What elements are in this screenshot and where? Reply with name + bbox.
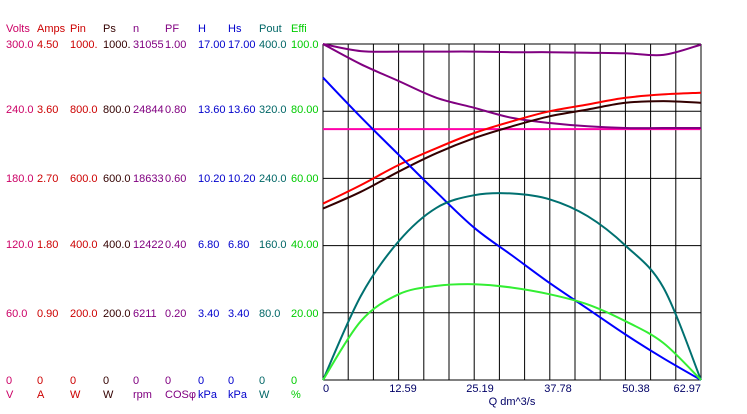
axis-title: H [198,23,206,35]
series-line-pf [322,43,701,130]
axis-tick-label: 0.90 [37,308,58,320]
axis-tick-label: 800.0 [103,104,131,116]
axis-tick-label: 400.0 [70,239,98,251]
axis-tick-label: 600.0 [70,173,98,185]
axis-tick-label: 31055 [133,39,164,51]
axis-tick-label: 120.0 [6,239,34,251]
axis-tick-label: 320.0 [259,104,287,116]
series-line-pin [322,91,702,205]
axis-tick-label: 180.0 [6,173,34,185]
axis-tick-label: 0.20 [165,308,186,320]
series-line-h [322,76,702,381]
curves [322,43,702,381]
axis-unit-label: W [259,389,270,401]
axis-tick-label: 80.00 [291,104,319,116]
axis-unit-label: A [37,389,45,401]
axis-tick-label: 2.70 [37,173,58,185]
axis-tick-label: 3.60 [37,104,58,116]
axis-tick-label: 0 [228,375,234,387]
axis-tick-label: 0 [165,375,171,387]
axis-tick-label: 200.0 [70,308,98,320]
axis-tick-label: 400.0 [103,239,131,251]
series-line-pout [322,192,702,381]
axis-tick-label: 12422 [133,239,164,251]
axis-tick-label: 0.40 [165,239,186,251]
axis-tick-label: 10.20 [228,173,256,185]
axis-tick-label: 0.60 [165,173,186,185]
x-tick-label: 0 [323,383,329,395]
x-tick-label: 62.97 [673,383,701,395]
axis-tick-label: 0 [37,375,43,387]
series-line-ps [322,100,702,210]
axis-unit-label: kPa [198,389,218,401]
axis-tick-label: 0 [259,375,265,387]
axis-tick-label: 3.40 [198,308,219,320]
axis-tick-label: 4.50 [37,39,58,51]
axis-tick-label: 240.0 [6,104,34,116]
x-tick-label: 25.19 [466,383,494,395]
axis-title: n [133,23,139,35]
axis-tick-label: 1000. [103,39,131,51]
axis-tick-label: 6.80 [228,239,249,251]
axis-title: Ps [103,23,116,35]
axis-tick-label: 40.00 [291,239,319,251]
axis-tick-label: 160.0 [259,239,287,251]
axis-tick-label: 17.00 [228,39,256,51]
axis-tick-label: 60.0 [6,308,27,320]
axis-tick-label: 80.0 [259,308,280,320]
axis-tick-label: 3.40 [228,308,249,320]
axis-tick-label: 400.0 [259,39,287,51]
axis-unit-label: W [103,389,114,401]
axis-unit-label: kPa [228,389,248,401]
axis-tick-label: 60.00 [291,173,319,185]
axis-tick-label: 1.80 [37,239,58,251]
axis-tick-label: 18633 [133,173,164,185]
plot-grid [322,43,702,381]
axis-tick-label: 17.00 [198,39,226,51]
x-axis: 0 12.59 25.19 37.78 50.38 62.97 Q dm^3/s [323,383,701,408]
axis-tick-label: 200.0 [103,308,131,320]
axis-tick-label: 0 [133,375,139,387]
axis-tick-label: 600.0 [103,173,131,185]
axis-unit-label: % [291,389,301,401]
axis-tick-label: 20.00 [291,308,319,320]
x-tick-label: 37.78 [544,383,572,395]
series-line-n [322,43,702,57]
axis-tick-label: 24844 [133,104,164,116]
series-line-effi [322,283,702,381]
axis-title: Pout [259,23,282,35]
axis-tick-label: 0 [103,375,109,387]
axis-tick-label: 240.0 [259,173,287,185]
axis-unit-label: COSφ [165,389,196,401]
axis-title: Amps [37,23,66,35]
axis-tick-label: 10.20 [198,173,226,185]
axis-tick-label: 0 [291,375,297,387]
axis-tick-label: 0 [6,375,12,387]
axis-tick-label: 300.0 [6,39,34,51]
x-tick-label: 12.59 [389,383,417,395]
axis-tick-label: 800.0 [70,104,98,116]
axis-title: Volts [6,23,30,35]
x-axis-label: Q dm^3/s [489,396,536,408]
y-axis-columns: Volts300.0240.0180.0120.060.00VAmps4.503… [6,23,319,401]
axis-tick-label: 1.00 [165,39,186,51]
axis-unit-label: rpm [133,389,152,401]
axis-title: Pin [70,23,86,35]
axis-unit-label: W [70,389,81,401]
axis-tick-label: 13.60 [228,104,256,116]
axis-tick-label: 100.0 [291,39,319,51]
axis-tick-label: 13.60 [198,104,226,116]
axis-title: Hs [228,23,242,35]
axis-title: PF [165,23,179,35]
axis-unit-label: V [6,389,14,401]
axis-title: Effi [291,23,307,35]
axis-tick-label: 6.80 [198,239,219,251]
axis-tick-label: 1000. [70,39,98,51]
axis-tick-label: 0 [198,375,204,387]
x-tick-label: 50.38 [622,383,650,395]
axis-tick-label: 0 [70,375,76,387]
axis-tick-label: 0.80 [165,104,186,116]
axis-tick-label: 6211 [133,308,157,320]
